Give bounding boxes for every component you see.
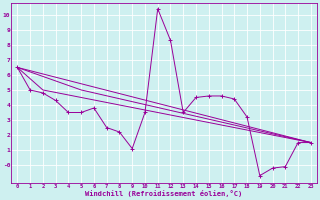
X-axis label: Windchill (Refroidissement éolien,°C): Windchill (Refroidissement éolien,°C) bbox=[85, 190, 243, 197]
